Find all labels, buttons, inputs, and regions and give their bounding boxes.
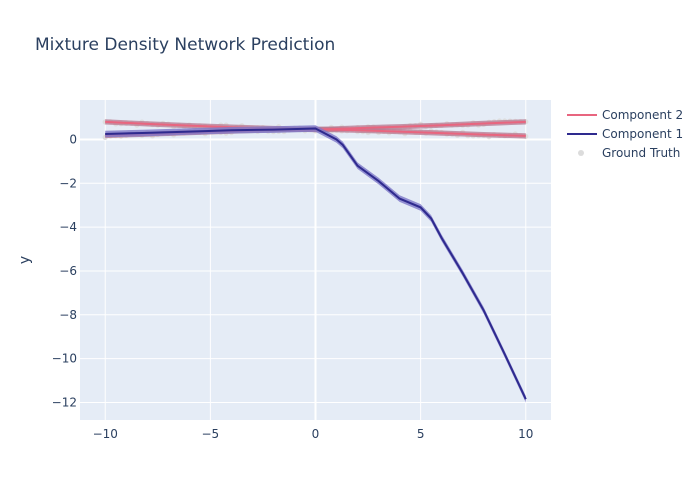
legend-swatch-marker	[578, 150, 584, 156]
tick-labels: −10 −5 0 5 10 0 −2 −4 −6 −8 −10 −12	[52, 132, 534, 441]
y-tick-label: −8	[59, 308, 77, 322]
x-tick-label: −10	[93, 427, 118, 441]
y-tick-label: 0	[69, 132, 77, 146]
y-tick-label: −4	[59, 220, 77, 234]
grid	[80, 100, 551, 420]
y-tick-label: −2	[59, 176, 77, 190]
y-tick-label: −6	[59, 264, 77, 278]
legend[interactable]: Component 2 Component 1 Ground Truth	[567, 108, 683, 160]
legend-label: Ground Truth	[602, 146, 680, 160]
y-tick-label: −12	[52, 395, 77, 409]
legend-item[interactable]: Component 2	[567, 108, 683, 122]
legend-label: Component 1	[602, 127, 683, 141]
legend-item[interactable]: Ground Truth	[578, 146, 680, 160]
y-axis-label: y	[17, 256, 33, 264]
y-tick-label: −10	[52, 352, 77, 366]
x-tick-label: −5	[202, 427, 220, 441]
series-layer	[102, 118, 529, 403]
chart-title: Mixture Density Network Prediction	[35, 35, 335, 55]
x-tick-label: 0	[312, 427, 320, 441]
x-tick-label: 5	[417, 427, 425, 441]
component-1-line	[105, 127, 527, 400]
legend-label: Component 2	[602, 108, 683, 122]
legend-item[interactable]: Component 1	[567, 127, 683, 141]
x-tick-label: 10	[518, 427, 533, 441]
